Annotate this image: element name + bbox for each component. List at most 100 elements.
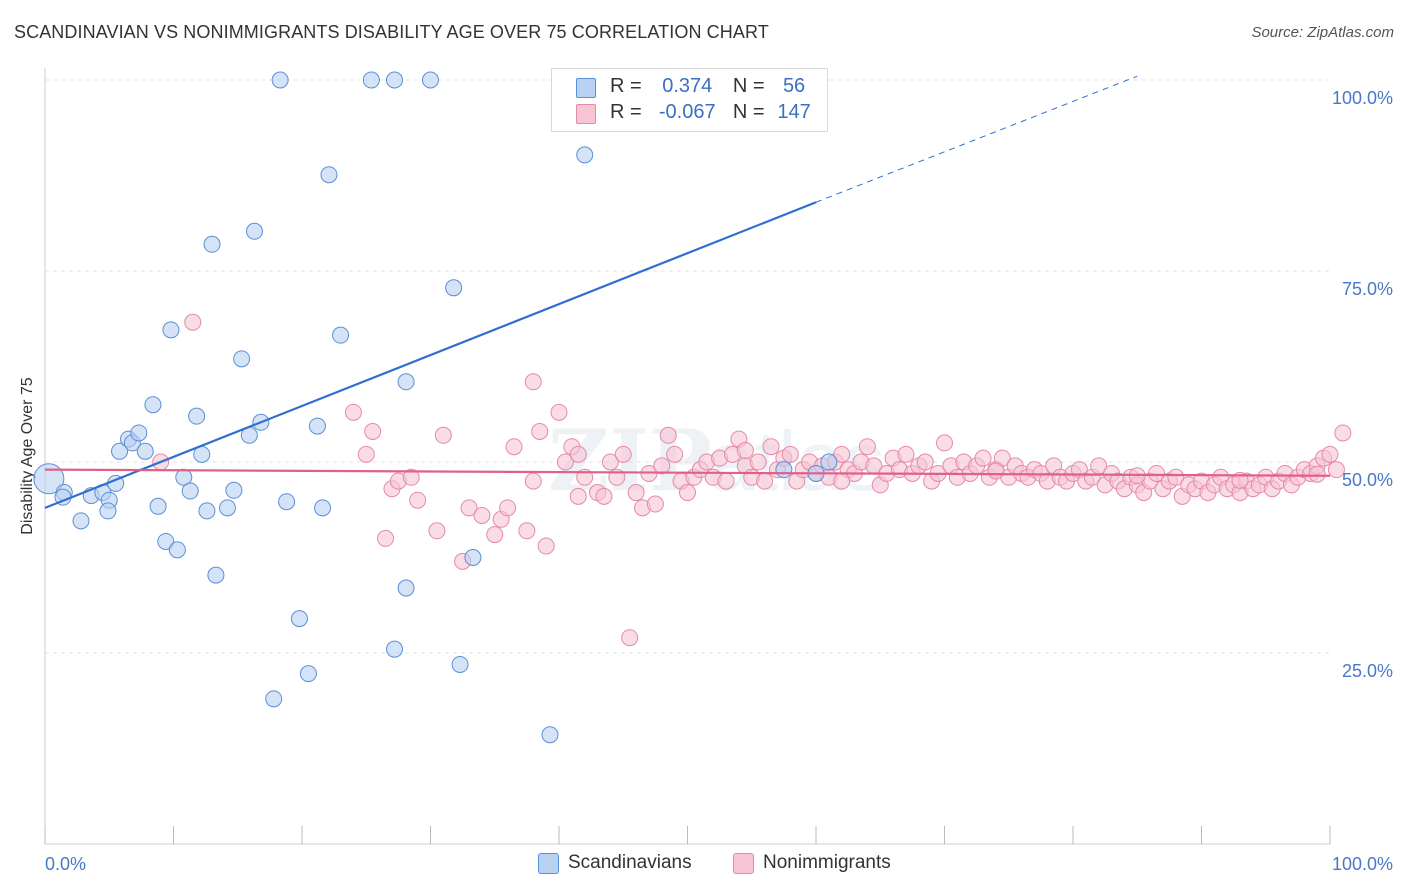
- legend-swatch-pink: [733, 853, 754, 874]
- y-tick-label: 100.0%: [1332, 88, 1393, 108]
- scandinavian-point: [320, 166, 338, 184]
- nonimmigrant-point: [627, 484, 645, 502]
- nonimmigrant-point: [614, 445, 632, 463]
- scandinavian-point: [299, 665, 317, 683]
- scandinavian-point: [157, 532, 175, 550]
- nonimmigrant-point: [524, 373, 542, 391]
- nonimmigrant-point: [531, 422, 549, 440]
- nonimmigrant-point: [646, 495, 664, 513]
- scandinavian-point: [332, 326, 350, 344]
- nonimmigrant-point: [377, 529, 395, 547]
- nonimmigrant-point: [434, 426, 452, 444]
- scandinavian-point: [33, 463, 65, 495]
- nonimmigrant-point: [749, 453, 767, 471]
- nonimmigrant-point: [717, 472, 735, 490]
- scandinavian-point: [225, 481, 243, 499]
- nonimmigrant-point: [499, 499, 517, 517]
- scandinavian-point: [136, 442, 154, 460]
- nonimmigrant-point: [1167, 468, 1185, 486]
- scandinavian-point: [820, 453, 838, 471]
- scandinavian-point: [265, 690, 283, 708]
- nonimmigrant-trend-line: [44, 468, 1331, 477]
- legend-n-value: 56: [782, 75, 806, 97]
- y-tick-label: 25.0%: [1342, 661, 1393, 681]
- nonimmigrant-point: [364, 422, 382, 440]
- scandinavian-point: [245, 222, 263, 240]
- scandinavian-point: [422, 71, 439, 89]
- x-tick-label: 0.0%: [45, 854, 86, 874]
- scandinavian-point: [397, 373, 415, 391]
- nonimmigrant-point: [537, 537, 555, 555]
- nonimmigrant-point: [833, 445, 851, 463]
- nonimmigrant-point: [936, 434, 953, 452]
- nonimmigrant-point: [1321, 445, 1339, 463]
- scandinavian-point: [72, 512, 90, 530]
- scandinavian-point: [386, 71, 404, 89]
- legend-swatch-blue: [576, 78, 596, 98]
- nonimmigrant-point: [524, 472, 542, 490]
- scandinavian-point: [464, 549, 482, 566]
- nonimmigrant-point: [550, 403, 568, 421]
- scandinavian-point: [775, 461, 793, 479]
- legend-swatch-blue: [538, 853, 559, 874]
- legend-swatch-pink: [576, 104, 596, 124]
- nonimmigrant-point: [595, 487, 613, 505]
- grid-lines: [45, 79, 1330, 654]
- scandinavian-point: [144, 396, 162, 414]
- legend-n-value: 147: [777, 101, 811, 123]
- scandinavian-trend-extension: [815, 75, 1138, 203]
- scandinavian-point: [218, 499, 236, 517]
- nonimmigrant-point: [659, 426, 677, 444]
- nonimmigrant-point: [357, 445, 375, 463]
- scandinavian-point: [207, 566, 225, 584]
- scandinavian-point: [451, 655, 469, 673]
- scandinavian-point: [541, 726, 559, 744]
- nonimmigrant-point: [987, 462, 1005, 480]
- scandinavian-point: [362, 71, 380, 89]
- nonimmigrant-point: [1327, 461, 1345, 479]
- tick-labels: 25.0% 50.0% 75.0% 100.0% 0.0% 100.0%: [45, 88, 1393, 874]
- scandinavian-point: [397, 579, 415, 597]
- scandinavian-point: [198, 502, 216, 520]
- legend-r-value: -0.067: [658, 101, 716, 123]
- nonimmigrant-point: [428, 522, 446, 540]
- nonimmigrant-point: [505, 438, 523, 456]
- nonimmigrant-point: [974, 449, 992, 467]
- scandinavian-trend-line: [44, 201, 817, 509]
- legend-r-label: R =: [610, 75, 642, 97]
- scandinavian-point: [386, 640, 404, 658]
- scandinavian-point: [290, 610, 308, 628]
- nonimmigrant-point: [569, 445, 587, 463]
- nonimmigrant-point: [858, 438, 876, 456]
- nonimmigrant-point: [184, 313, 202, 331]
- nonimmigrant-point: [653, 457, 671, 475]
- nonimmigrant-point: [569, 487, 587, 505]
- trend-lines: [44, 75, 1331, 509]
- nonimmigrant-point: [666, 445, 684, 463]
- scandinavian-point: [188, 407, 206, 425]
- legend-r-label: R =: [610, 101, 642, 123]
- scandinavian-point: [203, 235, 221, 253]
- nonimmigrant-point: [1308, 465, 1326, 483]
- y-tick-label: 50.0%: [1342, 470, 1393, 490]
- legend-n-label: N =: [732, 101, 765, 123]
- x-tick-label: 100.0%: [1332, 854, 1393, 874]
- nonimmigrant-point: [762, 438, 780, 456]
- chart-title: SCANDINAVIAN VS NONIMMIGRANTS DISABILITY…: [14, 22, 769, 42]
- nonimmigrant-point: [1334, 424, 1352, 442]
- scandinavian-point: [576, 146, 594, 164]
- legend-label-nonimmigrants: Nonimmigrants: [763, 852, 891, 873]
- scandinavian-point: [308, 417, 326, 435]
- scandinavian-point: [130, 424, 148, 442]
- stats-legend: R = 0.374 N = 56 R = -0.067 N = 147: [551, 68, 828, 132]
- nonimmigrant-point: [409, 491, 427, 509]
- scandinavian-point: [445, 279, 463, 297]
- scandinavian-point: [181, 482, 199, 500]
- nonimmigrant-point: [736, 442, 754, 460]
- scandinavian-point: [168, 541, 186, 559]
- nonimmigrant-point: [518, 522, 536, 540]
- y-tick-label: 75.0%: [1342, 279, 1393, 299]
- scandinavian-point: [271, 71, 289, 89]
- scandinavian-point: [99, 502, 117, 520]
